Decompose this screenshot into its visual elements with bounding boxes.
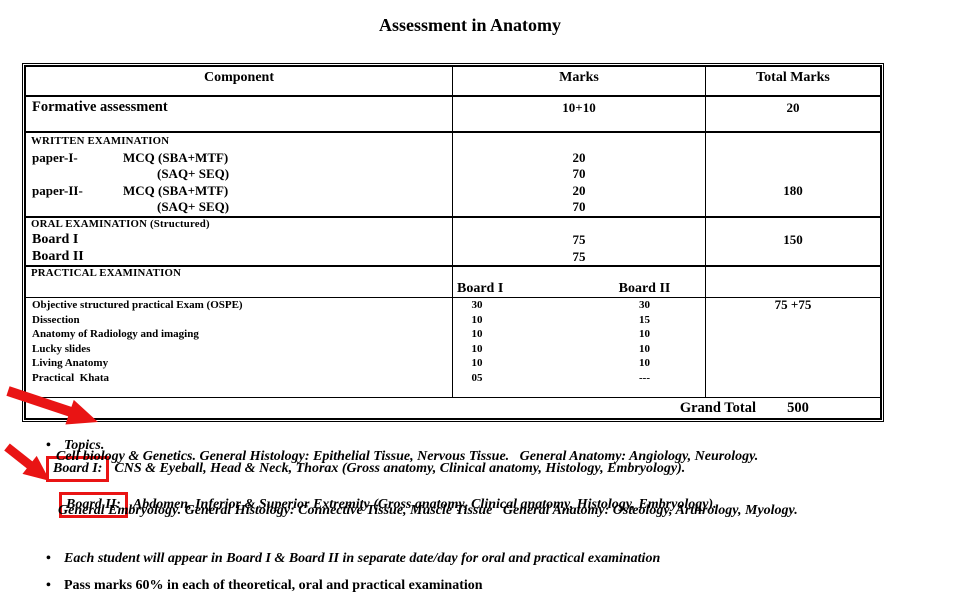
practical-section-title: PRACTICAL EXAMINATION [31, 267, 182, 279]
practical-board1-mark: 05 [471, 371, 483, 384]
written-section: WRITTEN EXAMINATION paper-I- MCQ (SBA+MTF… [26, 133, 880, 218]
oral-marks: 75 [572, 232, 586, 247]
practical-board2-mark: 10 [639, 328, 650, 341]
oral-section-title: ORAL EXAMINATION (Structured) [31, 218, 210, 230]
written-total: 180 [783, 182, 803, 198]
written-row: paper-I- MCQ (SBA+MTF) [32, 149, 229, 165]
oral-row-label: Board I [32, 232, 79, 247]
practical-board1-mark: 10 [471, 342, 483, 355]
bullet-icon: • [46, 551, 51, 566]
header-total-marks: Total Marks [705, 67, 880, 95]
practical-row-label: Dissection [32, 313, 80, 326]
grand-total-row: Grand Total 500 [26, 398, 880, 418]
practical-board2-mark: 10 [639, 357, 650, 370]
practical-board1-mark: 30 [471, 299, 483, 311]
practical-board2-header: Board II [618, 280, 671, 296]
practical-row-label: Lucky slides [32, 342, 91, 355]
note-topics-board1: • Topics. Board I: CNS & Eyeball, Head & N… [32, 416, 685, 502]
written-marks: 70 [572, 199, 586, 215]
written-row: paper-II- MCQ (SBA+MTF) [32, 182, 229, 198]
page-title: Assessment in Anatomy [378, 15, 561, 35]
practical-board1-header: Board I [457, 280, 504, 296]
practical-row-label: Objective structured practical Exam (OSP… [32, 299, 243, 311]
note-board2: Board II: Abdomen, Inferior & Superior Ex… [45, 472, 717, 538]
practical-board1-mark: 10 [471, 357, 483, 370]
practical-board2-mark: --- [639, 371, 650, 384]
written-section-title: WRITTEN EXAMINATION [31, 135, 170, 147]
practical-total: 75 +75 [774, 297, 812, 312]
practical-row-label: Anatomy of Radiology and imaging [32, 328, 199, 341]
practical-board2-mark: 30 [639, 299, 650, 311]
grand-total-value: 500 [787, 400, 809, 416]
formative-row: Formative assessment 10+10 20 [26, 97, 880, 133]
written-row: (SAQ+ SEQ) [157, 166, 230, 182]
practical-board1-mark: 10 [471, 313, 483, 326]
formative-total: 20 [705, 97, 880, 131]
formative-marks: 10+10 [452, 97, 705, 131]
oral-row-label: Board II [32, 249, 84, 264]
oral-section: ORAL EXAMINATION (Structured) Board I Bo… [26, 218, 880, 267]
practical-header-section: PRACTICAL EXAMINATION Board I Board II [26, 267, 880, 298]
formative-label: Formative assessment [32, 99, 168, 115]
practical-board1-mark: 10 [471, 328, 483, 341]
practical-row-label: Practical Khata [32, 371, 109, 384]
oral-total: 150 [783, 232, 803, 247]
note-board2-detail: General Embryology. General Histology: C… [58, 503, 798, 518]
written-marks: 70 [572, 166, 586, 182]
written-marks: 20 [572, 149, 586, 165]
table-header-row: Component Marks Total Marks [26, 67, 880, 97]
practical-body-section: Objective structured practical Exam (OSP… [26, 297, 880, 398]
written-marks: 20 [572, 182, 586, 198]
practical-board2-mark: 15 [639, 313, 650, 326]
note-board1-detail: Cell biology & Genetics. General Histolo… [56, 449, 759, 464]
grand-total-label: Grand Total [679, 400, 756, 416]
written-row: (SAQ+ SEQ) [157, 199, 230, 215]
bullet-icon: • [46, 578, 51, 593]
header-component: Component [203, 70, 274, 85]
header-marks: Marks [452, 67, 705, 95]
practical-board2-mark: 10 [639, 342, 650, 355]
note-pass-marks: • Pass marks 60% in each of theoretical, … [32, 556, 483, 600]
bullet-icon: • [46, 438, 51, 453]
board2-highlight-box: Board II: [59, 492, 128, 518]
assessment-table: Component Marks Total Marks Formative as… [22, 63, 884, 422]
note-separate-days: • Each student will appear in Board I & B… [32, 529, 660, 589]
practical-row-label: Living Anatomy [32, 357, 109, 370]
oral-marks: 75 [572, 249, 586, 264]
